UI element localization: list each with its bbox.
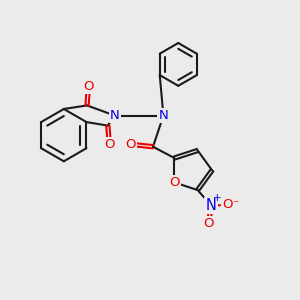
Text: +: + bbox=[213, 193, 221, 203]
Text: N: N bbox=[158, 109, 168, 122]
Text: O: O bbox=[203, 218, 214, 230]
Text: O: O bbox=[125, 138, 136, 151]
Text: O: O bbox=[169, 176, 180, 189]
Text: O⁻: O⁻ bbox=[223, 198, 240, 212]
Text: N: N bbox=[110, 109, 119, 122]
Text: O: O bbox=[104, 138, 115, 152]
Text: N: N bbox=[206, 198, 217, 213]
Text: O: O bbox=[83, 80, 94, 93]
